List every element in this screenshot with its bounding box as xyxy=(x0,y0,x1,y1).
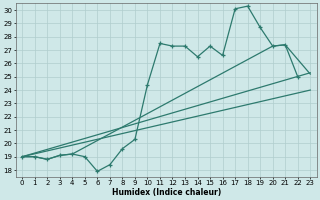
X-axis label: Humidex (Indice chaleur): Humidex (Indice chaleur) xyxy=(112,188,221,197)
